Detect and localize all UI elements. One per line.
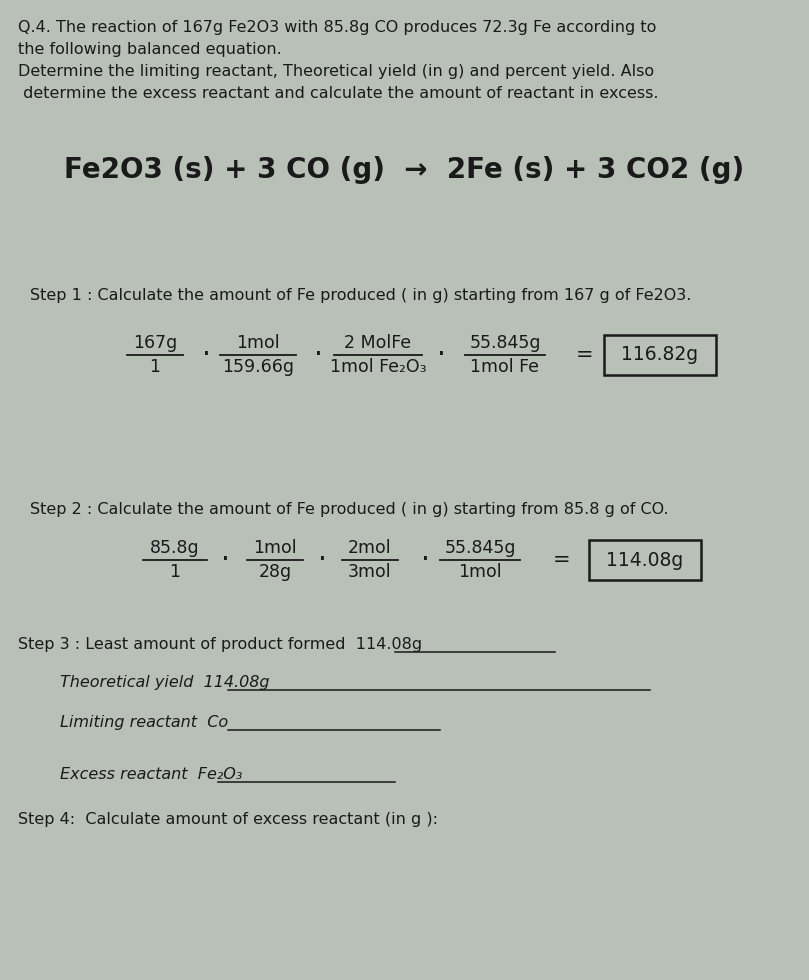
Text: Step 2 : Calculate the amount of Fe produced ( in g) starting from 85.8 g of CO.: Step 2 : Calculate the amount of Fe prod…	[30, 502, 668, 517]
Text: 159.66g: 159.66g	[222, 358, 294, 376]
Text: ·: ·	[437, 341, 446, 369]
Text: Step 1 : Calculate the amount of Fe produced ( in g) starting from 167 g of Fe2O: Step 1 : Calculate the amount of Fe prod…	[30, 288, 692, 303]
Text: Limiting reactant  Co: Limiting reactant Co	[60, 715, 228, 730]
Text: the following balanced equation.: the following balanced equation.	[18, 42, 282, 57]
Text: 1mol Fe: 1mol Fe	[471, 358, 540, 376]
Text: 28g: 28g	[258, 563, 291, 581]
Text: 2mol: 2mol	[348, 539, 392, 557]
Text: =: =	[553, 550, 571, 570]
Text: Determine the limiting reactant, Theoretical yield (in g) and percent yield. Als: Determine the limiting reactant, Theoret…	[18, 64, 654, 79]
Text: ·: ·	[201, 341, 210, 369]
Text: ·: ·	[221, 546, 230, 574]
Text: 1: 1	[150, 358, 160, 376]
Text: Step 4:  Calculate amount of excess reactant (in g ):: Step 4: Calculate amount of excess react…	[18, 812, 438, 827]
Text: Fe2O3 (s) + 3 CO (g)  →  2Fe (s) + 3 CO2 (g): Fe2O3 (s) + 3 CO (g) → 2Fe (s) + 3 CO2 (…	[64, 156, 744, 184]
Text: 2 MolFe: 2 MolFe	[345, 334, 412, 352]
Text: 114.08g: 114.08g	[607, 551, 684, 569]
Text: ·: ·	[314, 341, 323, 369]
Text: 167g: 167g	[133, 334, 177, 352]
Text: determine the excess reactant and calculate the amount of reactant in excess.: determine the excess reactant and calcul…	[18, 86, 659, 101]
Text: =: =	[576, 345, 594, 365]
Text: 1mol: 1mol	[458, 563, 502, 581]
Text: 1: 1	[170, 563, 180, 581]
Text: 1mol: 1mol	[253, 539, 297, 557]
Text: Q.4. The reaction of 167g Fe2O3 with 85.8g CO produces 72.3g Fe according to: Q.4. The reaction of 167g Fe2O3 with 85.…	[18, 20, 656, 35]
Text: ·: ·	[318, 546, 327, 574]
Text: 55.845g: 55.845g	[444, 539, 516, 557]
Text: 85.8g: 85.8g	[150, 539, 200, 557]
Text: 1mol Fe₂O₃: 1mol Fe₂O₃	[330, 358, 426, 376]
Text: Step 3 : Least amount of product formed  114.08g: Step 3 : Least amount of product formed …	[18, 637, 422, 652]
Text: 3mol: 3mol	[348, 563, 392, 581]
Text: 1mol: 1mol	[236, 334, 280, 352]
Text: ·: ·	[421, 546, 430, 574]
Text: Excess reactant  Fe₂O₃: Excess reactant Fe₂O₃	[60, 767, 242, 782]
Text: 55.845g: 55.845g	[469, 334, 540, 352]
Text: Theoretical yield  114.08g: Theoretical yield 114.08g	[60, 675, 269, 690]
Text: 116.82g: 116.82g	[621, 346, 698, 365]
